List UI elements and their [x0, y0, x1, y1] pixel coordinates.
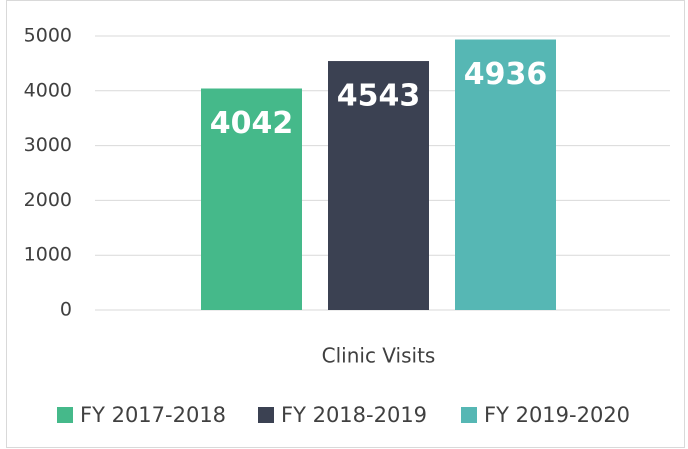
y-tick-label: 2000	[24, 189, 72, 211]
legend-label: FY 2018-2019	[281, 403, 427, 427]
y-tick-label: 0	[60, 299, 72, 321]
data-label: 4543	[337, 79, 421, 114]
data-label: 4936	[464, 57, 548, 92]
x-tick-label: Clinic Visits	[322, 344, 436, 368]
y-tick-label: 1000	[24, 244, 72, 266]
bar	[201, 88, 302, 310]
bar	[328, 61, 429, 311]
y-tick-label: 4000	[24, 79, 72, 101]
y-tick-label: 5000	[24, 25, 72, 47]
bar	[455, 39, 556, 310]
legend-swatch	[57, 407, 73, 423]
data-label: 4042	[210, 106, 294, 141]
legend-label: FY 2019-2020	[484, 403, 630, 427]
legend-swatch	[258, 407, 274, 423]
y-tick-label: 3000	[24, 134, 72, 156]
legend-label: FY 2017-2018	[80, 403, 226, 427]
legend-swatch	[461, 407, 477, 423]
